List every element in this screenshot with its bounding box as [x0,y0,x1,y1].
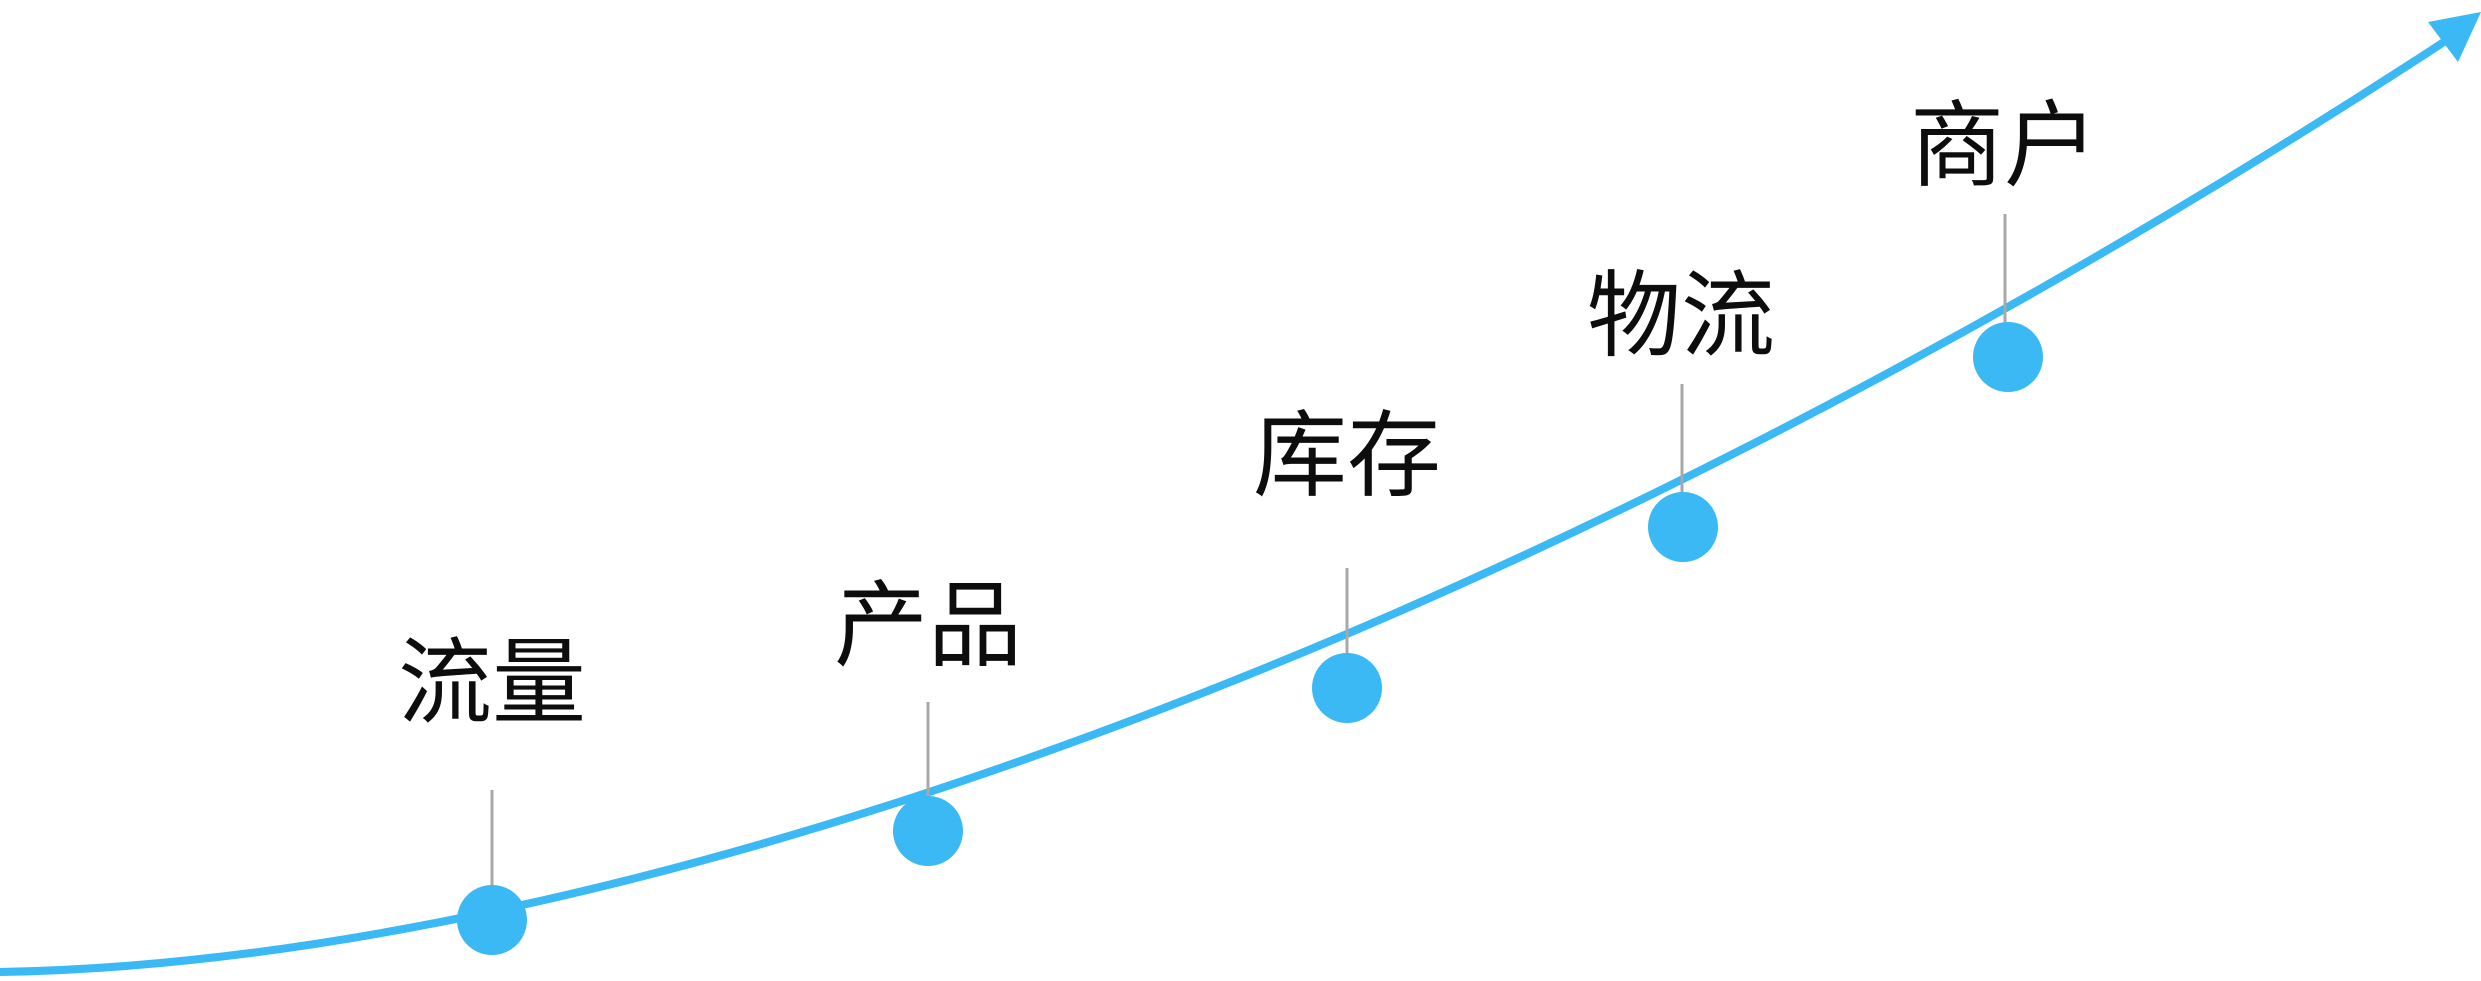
stage-3-label: 库存 [1252,402,1442,511]
stage-2-node [893,796,963,866]
arrow-head-icon [2428,12,2481,62]
stage-2-label: 产品 [833,572,1023,681]
stage-5-label: 商户 [1909,92,2099,201]
stage-1-node [457,885,527,955]
stage-1-label: 流量 [397,629,587,738]
growth-curve [0,34,2454,976]
stage-4-node [1648,492,1718,562]
stage-5-node [1973,322,2043,392]
stage-3-node [1312,653,1382,723]
stage-4-label: 物流 [1586,262,1776,371]
